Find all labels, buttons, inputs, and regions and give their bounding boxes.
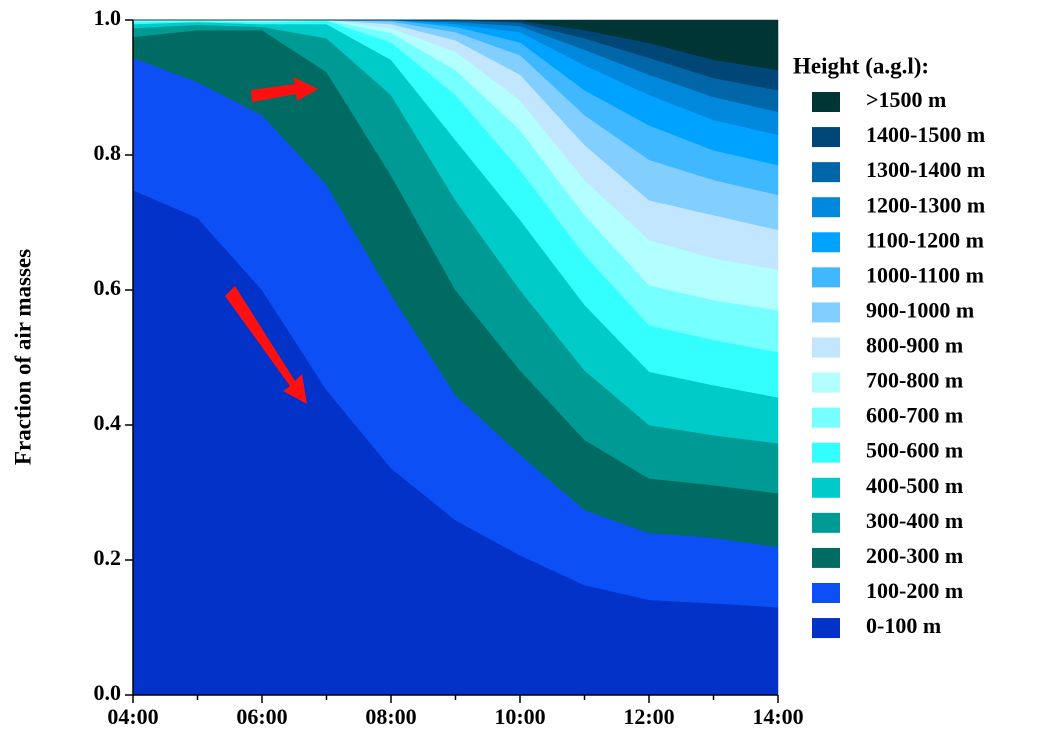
y-tick-label: 0.0 <box>94 680 122 705</box>
legend-label: 1100-1200 m <box>866 227 984 252</box>
legend-swatch <box>812 92 840 112</box>
legend-label: 200-300 m <box>866 543 963 568</box>
legend-swatch <box>812 197 840 218</box>
y-tick-label: 1.0 <box>94 5 122 30</box>
legend-label: 0-100 m <box>866 613 941 638</box>
legend-swatch <box>812 162 840 183</box>
legend-swatch <box>812 547 840 568</box>
legend-swatch <box>812 618 840 639</box>
x-tick-label: 10:00 <box>494 704 545 729</box>
legend-label: 700-800 m <box>866 368 963 393</box>
red-arrow <box>225 286 307 404</box>
legend-label: 900-1000 m <box>866 297 974 322</box>
y-tick-label: 0.6 <box>94 275 122 300</box>
x-tick-label: 06:00 <box>236 704 287 729</box>
legend-swatch <box>812 512 840 533</box>
legend-label: >1500 m <box>866 87 946 112</box>
legend-swatch <box>812 302 840 323</box>
legend-swatch <box>812 407 840 428</box>
legend-swatch <box>812 127 840 148</box>
legend-label: 800-900 m <box>866 333 963 358</box>
annotation-arrows <box>225 77 318 404</box>
x-tick-label: 04:00 <box>107 704 158 729</box>
legend-title: Height (a.g.l): <box>793 53 929 78</box>
legend-label: 500-600 m <box>866 438 963 463</box>
y-axis-label: Fraction of air masses <box>10 249 35 465</box>
y-tick-label: 0.8 <box>94 140 122 165</box>
legend-swatch <box>812 582 840 603</box>
legend-label: 300-400 m <box>866 508 963 533</box>
legend-label: 400-500 m <box>866 473 963 498</box>
legend-label: 1300-1400 m <box>866 157 985 182</box>
legend-label: 100-200 m <box>866 578 963 603</box>
y-tick-label: 0.4 <box>94 410 122 435</box>
legend-label: 1000-1100 m <box>866 262 984 287</box>
red-arrow <box>251 77 318 102</box>
area <box>133 19 779 71</box>
legend-label: 1200-1300 m <box>866 192 985 217</box>
legend-swatch <box>812 442 840 463</box>
legend-swatch <box>812 372 840 393</box>
legend-swatch <box>812 267 840 288</box>
y-tick-label: 0.2 <box>94 545 122 570</box>
legend-swatch <box>812 477 840 498</box>
areas <box>132 19 779 696</box>
x-tick-label: 12:00 <box>623 704 674 729</box>
x-tick-label: 08:00 <box>365 704 416 729</box>
legend-label: 600-700 m <box>866 403 963 428</box>
legend-label: 1400-1500 m <box>866 122 985 147</box>
legend-swatch <box>812 337 840 358</box>
x-tick-label: 14:00 <box>752 704 803 729</box>
legend-swatch <box>812 232 840 253</box>
